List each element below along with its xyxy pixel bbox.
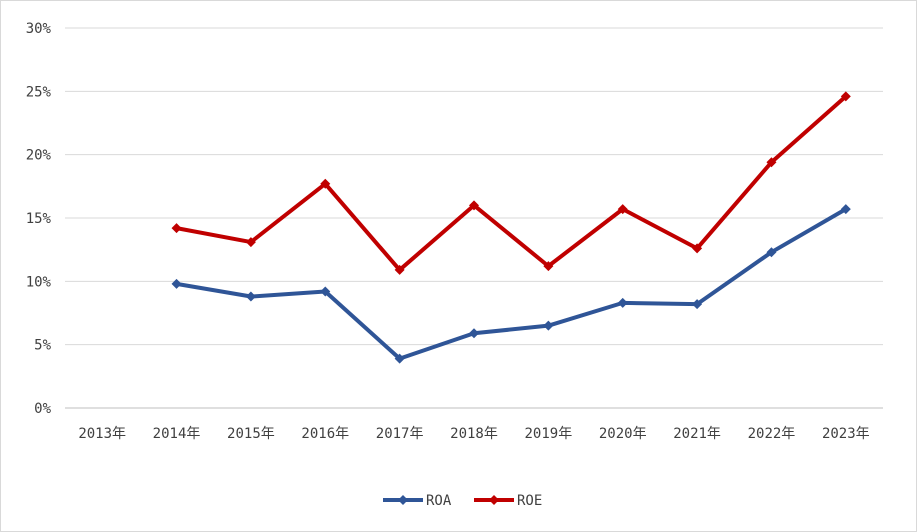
x-tick-label: 2018年 xyxy=(450,426,498,442)
data-point-roa xyxy=(394,353,405,364)
x-tick-label: 2015年 xyxy=(227,426,275,442)
data-point-roa xyxy=(320,286,331,297)
data-point-roe xyxy=(543,261,554,272)
data-point-roe xyxy=(245,237,256,248)
y-tick-label: 5% xyxy=(34,338,51,354)
legend-label-roe: ROE xyxy=(517,493,542,509)
data-point-roe xyxy=(617,204,628,215)
legend: ROA ROE xyxy=(383,493,542,509)
y-tick-label: 10% xyxy=(26,274,52,290)
data-point-roa xyxy=(617,297,628,308)
data-point-roa xyxy=(692,299,703,310)
x-tick-label: 2019年 xyxy=(525,426,573,442)
data-point-roe xyxy=(766,157,777,168)
data-point-roe xyxy=(469,200,479,211)
data-point-roe xyxy=(840,91,851,102)
x-tick-label: 2020年 xyxy=(599,426,647,442)
series-line-roe xyxy=(174,94,848,272)
x-tick-label: 2022年 xyxy=(748,426,796,442)
data-point-roa xyxy=(171,278,182,289)
y-tick-label: 25% xyxy=(26,84,52,100)
data-point-roa xyxy=(543,320,554,331)
y-tick-label: 20% xyxy=(26,148,52,164)
x-tick-label: 2021年 xyxy=(673,426,721,442)
gridlines xyxy=(65,27,883,409)
data-point-roa xyxy=(469,328,479,339)
series-line-roa xyxy=(174,207,848,361)
data-point-roe xyxy=(394,264,405,275)
data-point-roa xyxy=(245,291,256,302)
y-tick-label: 15% xyxy=(26,211,52,227)
data-point-roa xyxy=(840,204,851,215)
legend-marker-roe xyxy=(489,495,499,505)
x-axis-tick-labels: 2013年 2014年 2015年 2016年 2017年 2018年 2019年 2020年… xyxy=(78,426,869,442)
legend-marker-roa xyxy=(398,495,408,505)
x-tick-label: 2023年 xyxy=(822,426,870,442)
x-tick-label: 2016年 xyxy=(301,426,349,442)
series-lines xyxy=(171,91,851,364)
y-axis-tick-labels: 0% 5% 10% 15% 20% 25% 30% xyxy=(26,21,52,417)
x-tick-label: 2017年 xyxy=(376,426,424,442)
legend-label-roa: ROA xyxy=(426,493,452,509)
data-point-roe xyxy=(320,178,331,189)
x-tick-label: 2013年 xyxy=(78,426,126,442)
data-point-roe xyxy=(171,223,182,234)
data-point-roa xyxy=(766,247,777,258)
y-tick-label: 0% xyxy=(34,401,51,417)
data-point-roe xyxy=(692,243,703,254)
x-tick-label: 2014年 xyxy=(153,426,201,442)
y-tick-label: 30% xyxy=(26,21,52,37)
